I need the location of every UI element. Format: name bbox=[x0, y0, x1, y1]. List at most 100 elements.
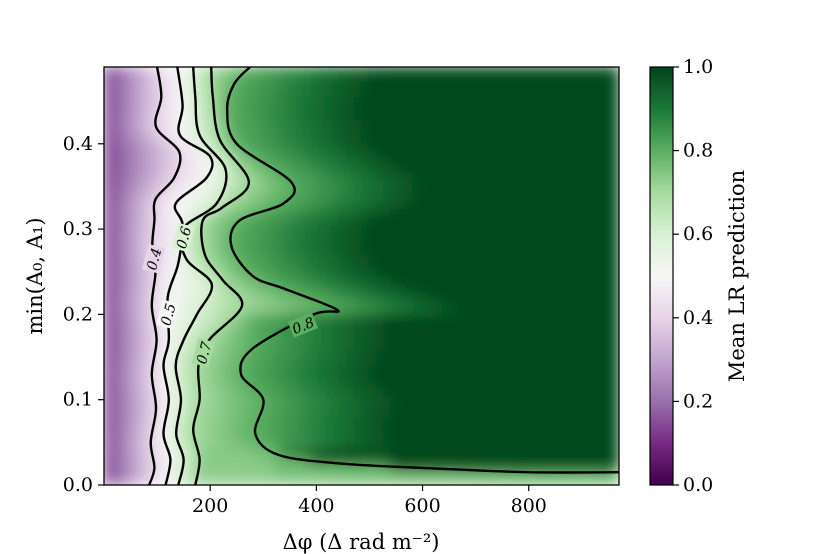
heatmap-cell bbox=[552, 193, 561, 202]
heatmap-cell bbox=[206, 200, 215, 210]
heatmap-cell bbox=[559, 81, 568, 90]
heatmap-cell bbox=[368, 178, 377, 187]
heatmap-cell bbox=[471, 342, 480, 352]
heatmap-cell bbox=[162, 268, 171, 277]
heatmap-cell bbox=[567, 305, 576, 314]
heatmap-cell bbox=[486, 88, 495, 98]
heatmap-cell bbox=[405, 282, 414, 292]
heatmap-cell bbox=[265, 178, 274, 187]
heatmap-cell bbox=[338, 275, 348, 284]
heatmap-cell bbox=[177, 454, 186, 464]
heatmap-cell bbox=[191, 380, 201, 389]
heatmap-cell bbox=[361, 469, 370, 479]
heatmap-cell bbox=[464, 342, 473, 352]
heatmap-cell bbox=[434, 462, 443, 471]
heatmap-cell bbox=[118, 342, 127, 352]
heatmap-cell bbox=[419, 260, 429, 270]
heatmap-cell bbox=[265, 260, 274, 270]
heatmap-cell bbox=[375, 103, 385, 113]
heatmap-cell bbox=[427, 230, 436, 240]
heatmap-cell bbox=[353, 417, 362, 426]
heatmap-cell bbox=[383, 305, 392, 314]
heatmap-cell bbox=[434, 432, 443, 441]
heatmap-cell bbox=[199, 156, 208, 165]
heatmap-cell bbox=[574, 297, 583, 307]
heatmap-cell bbox=[383, 424, 392, 434]
heatmap-cell bbox=[405, 409, 414, 419]
heatmap-cell bbox=[375, 73, 385, 83]
heatmap-cell bbox=[390, 372, 399, 381]
heatmap-cell bbox=[427, 320, 436, 329]
heatmap-cell bbox=[537, 372, 546, 381]
heatmap-cell bbox=[162, 253, 171, 262]
heatmap-cell bbox=[581, 73, 591, 83]
heatmap-cell bbox=[552, 230, 561, 240]
heatmap-cell bbox=[287, 163, 296, 172]
heatmap-cell bbox=[405, 133, 414, 143]
heatmap-cell bbox=[132, 111, 142, 120]
heatmap-cell bbox=[486, 387, 495, 396]
heatmap-cell bbox=[162, 357, 171, 367]
heatmap-cell bbox=[434, 268, 443, 277]
heatmap-cell bbox=[515, 171, 524, 180]
heatmap-cell bbox=[302, 215, 311, 225]
heatmap-cell bbox=[258, 268, 267, 277]
heatmap-cell bbox=[596, 171, 605, 180]
heatmap-cell bbox=[104, 260, 112, 270]
heatmap-cell bbox=[162, 223, 171, 232]
heatmap-cell bbox=[559, 215, 568, 225]
heatmap-cell bbox=[258, 73, 267, 83]
heatmap-cell bbox=[331, 335, 340, 344]
heatmap-cell bbox=[155, 335, 164, 344]
heatmap-cell bbox=[368, 193, 377, 202]
heatmap-cell bbox=[140, 245, 149, 255]
heatmap-cell bbox=[552, 215, 561, 225]
heatmap-cell bbox=[368, 215, 377, 225]
heatmap-cell bbox=[316, 320, 326, 329]
heatmap-cell bbox=[169, 327, 179, 337]
heatmap-cell bbox=[346, 215, 355, 225]
heatmap-cell bbox=[515, 335, 524, 344]
heatmap-cell bbox=[544, 208, 554, 217]
heatmap-cell bbox=[493, 365, 502, 374]
heatmap-cell bbox=[125, 178, 134, 187]
heatmap-cell bbox=[427, 260, 436, 270]
heatmap-cell bbox=[530, 305, 539, 314]
heatmap-cell bbox=[338, 350, 348, 359]
heatmap-cell bbox=[456, 73, 465, 83]
heatmap-cell bbox=[456, 454, 465, 464]
heatmap-cell bbox=[243, 402, 252, 411]
heatmap-cell bbox=[397, 350, 407, 359]
colorbar: 0.00.20.40.60.81.0 Mean LR prediction bbox=[649, 56, 749, 496]
heatmap-cell bbox=[441, 409, 451, 419]
heatmap-cell bbox=[589, 402, 598, 411]
heatmap-cell bbox=[140, 156, 149, 165]
heatmap-cell bbox=[361, 394, 370, 404]
heatmap-cell bbox=[125, 245, 134, 255]
heatmap-cell bbox=[559, 118, 568, 128]
heatmap-cell bbox=[405, 103, 414, 113]
heatmap-cell bbox=[405, 67, 414, 75]
heatmap-cell bbox=[390, 454, 399, 464]
heatmap-cell bbox=[478, 141, 488, 150]
heatmap-cell bbox=[169, 424, 179, 434]
heatmap-cell bbox=[471, 335, 480, 344]
heatmap-cell bbox=[449, 282, 458, 292]
heatmap-cell bbox=[471, 365, 480, 374]
heatmap-cell bbox=[567, 67, 576, 75]
heatmap-cell bbox=[375, 148, 385, 158]
heatmap-cell bbox=[456, 387, 465, 396]
heatmap-cell bbox=[302, 178, 311, 187]
heatmap-cell bbox=[478, 171, 488, 180]
heatmap-cell bbox=[309, 447, 318, 456]
heatmap-cell bbox=[346, 424, 355, 434]
heatmap-cell bbox=[544, 350, 554, 359]
heatmap-cell bbox=[272, 245, 282, 255]
heatmap-cell bbox=[184, 462, 193, 471]
heatmap-cell bbox=[368, 253, 377, 262]
heatmap-cell bbox=[206, 387, 215, 396]
heatmap-cell bbox=[567, 409, 576, 419]
heatmap-cell bbox=[515, 268, 524, 277]
heatmap-cell bbox=[280, 260, 289, 270]
heatmap-cell bbox=[544, 268, 554, 277]
